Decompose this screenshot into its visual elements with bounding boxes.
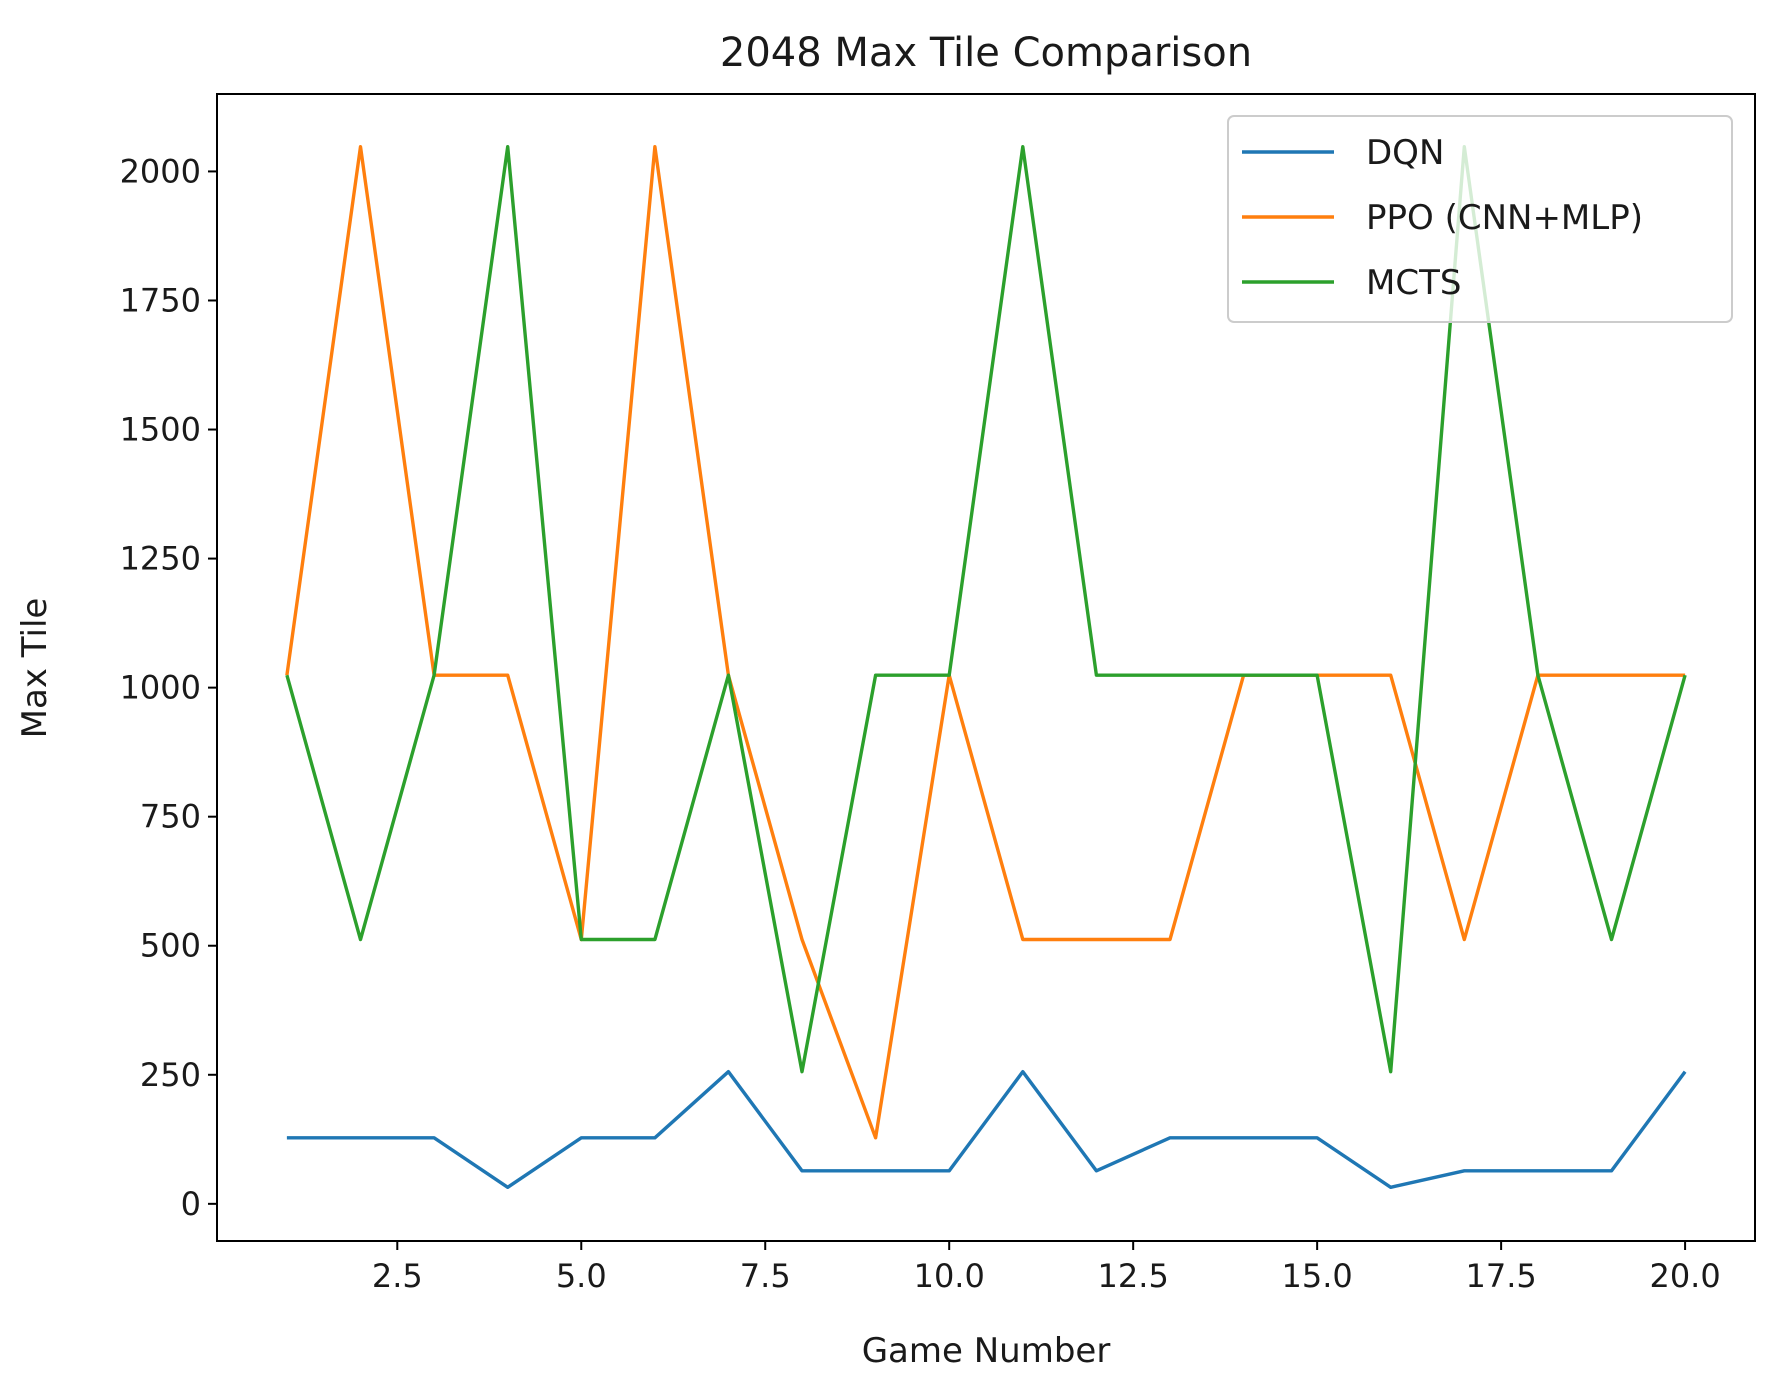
legend-label: MCTS (1366, 263, 1461, 303)
y-tick-label: 2000 (120, 152, 201, 190)
legend-box (1227, 115, 1733, 323)
x-tick-label: 2.5 (372, 1257, 423, 1295)
y-axis-label: Max Tile (15, 598, 55, 739)
x-tick-label: 17.5 (1465, 1257, 1536, 1295)
x-axis-label: Game Number (862, 1331, 1111, 1371)
y-tick-label: 1250 (120, 540, 201, 578)
y-tick-label: 0 (181, 1185, 201, 1223)
x-tick-label: 12.5 (1098, 1257, 1169, 1295)
x-tick-label: 10.0 (914, 1257, 985, 1295)
x-axis: 2.5 5.0 7.5 10.0 12.5 15.0 17.5 20.0 (372, 1241, 1721, 1295)
y-tick-label: 1500 (120, 411, 201, 449)
x-tick-label: 15.0 (1282, 1257, 1353, 1295)
legend: DQN PPO (CNN+MLP) MCTS (1227, 115, 1733, 323)
y-axis: 0 250 500 750 1000 1250 1500 1750 2000 (120, 152, 217, 1223)
y-tick-label: 1750 (120, 281, 201, 319)
x-tick-label: 20.0 (1649, 1257, 1720, 1295)
y-tick-label: 250 (140, 1056, 201, 1094)
x-tick-label: 5.0 (556, 1257, 607, 1295)
legend-label: DQN (1366, 133, 1444, 173)
y-tick-label: 1000 (120, 669, 201, 707)
series-line-dqn (286, 1069, 1687, 1190)
x-tick-label: 7.5 (740, 1257, 791, 1295)
y-tick-label: 500 (140, 927, 201, 965)
plot-frame (216, 93, 1756, 1242)
chart-title: 2048 Max Tile Comparison (720, 30, 1252, 76)
series-line-ppo-cnn-mlp- (285, 144, 1686, 1140)
y-tick-label: 750 (140, 798, 201, 836)
legend-label: PPO (CNN+MLP) (1366, 198, 1643, 238)
